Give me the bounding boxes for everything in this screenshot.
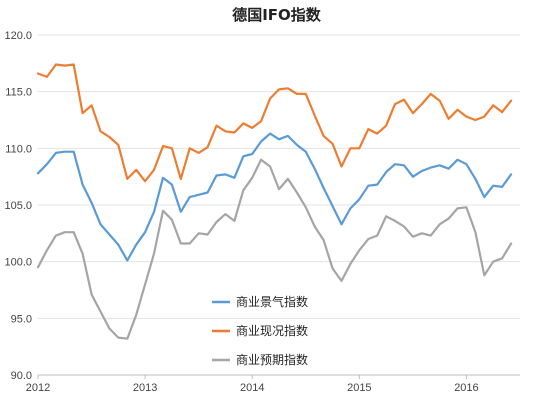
- y-tick-label: 115.0: [5, 87, 32, 99]
- legend-label: 商业现况指数: [236, 323, 308, 338]
- chart-title: 德国IFO指数: [232, 6, 321, 24]
- series-line-3: [36, 158, 513, 340]
- y-tick-label: 110.0: [5, 143, 32, 155]
- x-tick-label: 2016: [454, 382, 478, 394]
- y-tick-label: 105.0: [4, 200, 32, 212]
- x-tick-label: 2014: [240, 382, 264, 394]
- x-tick-label: 2015: [347, 382, 371, 394]
- y-tick-label: 90.0: [11, 370, 32, 382]
- x-tick-label: 2012: [26, 382, 50, 394]
- y-tick-label: 100.0: [4, 257, 32, 269]
- y-tick-label: 95.0: [11, 313, 32, 325]
- series-line-2: [36, 63, 513, 183]
- series-line-1: [36, 132, 513, 262]
- y-tick-label: 120.0: [4, 30, 32, 42]
- x-tick-label: 2013: [133, 382, 157, 394]
- legend-label: 商业预期指数: [236, 352, 308, 367]
- legend-label: 商业景气指数: [236, 294, 308, 309]
